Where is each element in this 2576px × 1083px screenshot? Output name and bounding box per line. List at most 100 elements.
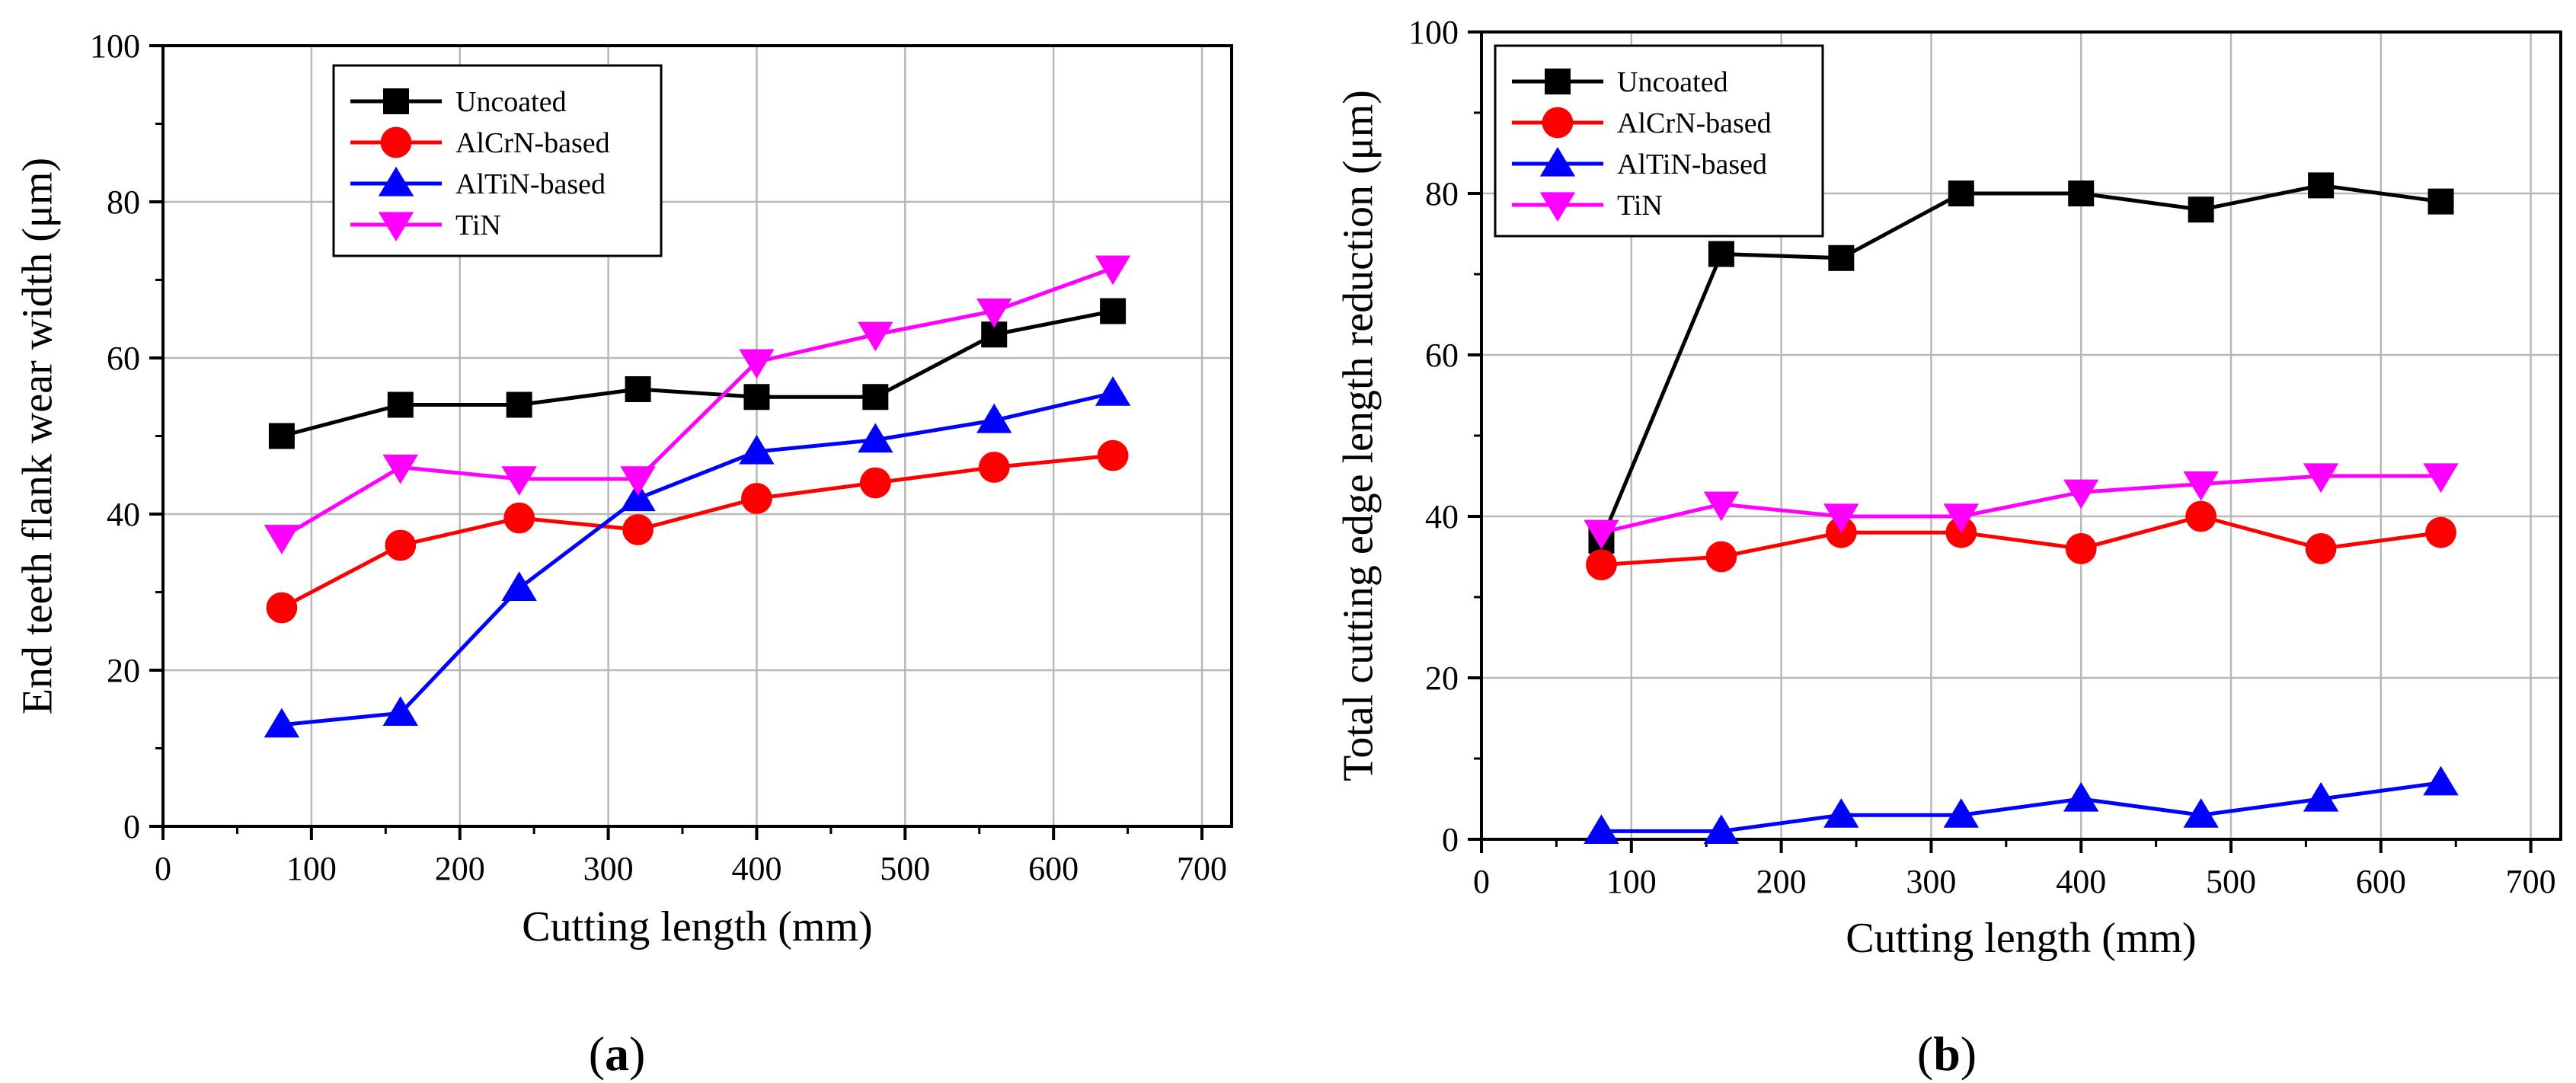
- y-tick-label: 20: [107, 652, 140, 689]
- data-point-uncoated: [2427, 188, 2454, 215]
- data-point-altin-based: [620, 481, 656, 512]
- legend-label-alcrn-based: AlCrN-based: [1617, 107, 1772, 139]
- legend-marker-alcrn-based: [1542, 107, 1574, 139]
- legend-label-alcrn-based: AlCrN-based: [455, 127, 610, 159]
- data-point-alcrn-based: [1705, 541, 1737, 573]
- y-tick-label: 60: [1425, 337, 1459, 374]
- x-tick-label: 200: [1756, 863, 1807, 900]
- x-tick-label: 200: [435, 850, 485, 887]
- x-tick-label: 600: [1028, 850, 1079, 887]
- legend: Uncoated AlCrN-based AlTiN-based TiN: [1494, 44, 1824, 238]
- data-point-alcrn-based: [741, 483, 772, 514]
- y-tick-label: 80: [107, 184, 140, 221]
- data-point-alcrn-based: [385, 529, 417, 561]
- data-point-tin: [1584, 519, 1619, 550]
- x-tick-label: 700: [1177, 850, 1227, 887]
- data-point-tin: [2303, 463, 2339, 494]
- data-point-uncoated: [1100, 298, 1127, 324]
- data-point-uncoated: [2308, 172, 2335, 199]
- data-point-altin-based: [858, 423, 893, 453]
- data-point-tin: [2063, 479, 2099, 510]
- x-tick-label: 400: [731, 850, 781, 887]
- data-point-uncoated: [862, 384, 889, 411]
- legend-marker-tin: [378, 212, 414, 242]
- legend-marker-alcrn-based: [380, 126, 412, 158]
- data-point-altin-based: [382, 696, 418, 726]
- series-line-tin: [280, 266, 1114, 539]
- data-point-uncoated: [1708, 241, 1734, 267]
- legend: Uncoated AlCrN-based AlTiN-based TiN: [332, 64, 663, 257]
- data-point-alcrn-based: [1097, 439, 1129, 471]
- data-point-tin: [858, 321, 893, 352]
- y-tick-label: 40: [1425, 498, 1459, 535]
- y-tick-label: 20: [1425, 660, 1459, 697]
- data-point-alcrn-based: [2065, 533, 2097, 564]
- data-point-tin: [1943, 503, 1979, 534]
- legend-marker-uncoated: [383, 88, 409, 114]
- data-point-uncoated: [2188, 196, 2214, 223]
- data-point-tin: [1823, 503, 1859, 534]
- series-line-alcrn-based: [280, 453, 1114, 610]
- series-line-tin: [1600, 474, 2441, 535]
- chart-b: 0 100 200 300 400 500 600 700 0 20 40 60 80 100 Cuttin…: [1335, 14, 2562, 1081]
- legend-label-altin-based: AlTiN-based: [455, 168, 606, 200]
- data-point-tin: [501, 466, 537, 496]
- legend-label-tin: TiN: [455, 209, 501, 241]
- series-line-altin-based: [1601, 781, 2441, 833]
- legend-marker-altin-based: [1539, 146, 1576, 177]
- data-point-alcrn-based: [266, 592, 298, 624]
- y-tick-label: 40: [107, 496, 140, 533]
- data-point-uncoated: [1948, 180, 1974, 206]
- series-line-uncoated: [1600, 183, 2441, 542]
- y-tick-label: 100: [1408, 14, 1459, 51]
- data-point-altin-based: [1823, 798, 1859, 828]
- x-tick-label: 300: [583, 850, 634, 887]
- x-tick-label: 700: [2506, 863, 2556, 900]
- data-point-tin: [976, 298, 1012, 328]
- x-tick-label: 500: [2206, 863, 2256, 900]
- y-axis-title: Total cutting edge length reduction (μm): [1335, 90, 1382, 781]
- panel-caption: (a): [589, 1027, 646, 1081]
- data-point-altin-based: [1943, 798, 1979, 828]
- legend-label-uncoated: Uncoated: [455, 86, 567, 118]
- series-line-alcrn-based: [1601, 514, 2441, 567]
- y-tick-label: 100: [90, 27, 140, 65]
- x-tick-label: 0: [1473, 863, 1490, 900]
- x-axis-title: Cutting length (mm): [1846, 915, 2196, 962]
- data-point-uncoated: [1828, 244, 1855, 271]
- y-tick-label: 0: [1442, 821, 1459, 858]
- x-tick-label: 500: [880, 850, 930, 887]
- data-point-alcrn-based: [622, 514, 654, 545]
- data-point-altin-based: [2183, 798, 2219, 828]
- data-point-alcrn-based: [1586, 549, 1617, 580]
- data-point-altin-based: [2423, 765, 2459, 796]
- x-tick-label: 0: [155, 850, 171, 887]
- data-point-altin-based: [2303, 781, 2339, 812]
- legend-label-uncoated: Uncoated: [1617, 66, 1728, 98]
- data-point-altin-based: [1584, 814, 1619, 844]
- y-tick-label: 60: [107, 340, 140, 377]
- y-tick-label: 0: [123, 808, 140, 845]
- legend-marker-uncoated: [1545, 69, 1571, 94]
- x-tick-label: 100: [286, 850, 337, 887]
- data-point-uncoated: [2068, 180, 2095, 206]
- x-tick-label: 300: [1906, 863, 1956, 900]
- x-tick-label: 600: [2356, 863, 2406, 900]
- x-axis-title: Cutting length (mm): [522, 903, 872, 950]
- legend-label-altin-based: AlTiN-based: [1617, 149, 1767, 180]
- y-axis-title: End teeth flank wear width (μm): [14, 158, 62, 714]
- data-point-uncoated: [268, 423, 295, 449]
- data-point-tin: [1095, 255, 1131, 286]
- x-tick-label: 400: [2056, 863, 2106, 900]
- legend-marker-tin: [1539, 192, 1576, 222]
- chart-a: 0 100 200 300 400 500 600 700 0 20 40 60 80 100 Cuttin…: [14, 27, 1233, 1081]
- data-point-tin: [2423, 463, 2459, 494]
- series-line-altin-based: [281, 391, 1114, 727]
- data-point-tin: [264, 525, 300, 554]
- data-point-alcrn-based: [2185, 500, 2217, 532]
- data-point-alcrn-based: [503, 502, 535, 534]
- data-point-alcrn-based: [859, 467, 891, 499]
- data-point-uncoated: [625, 376, 651, 402]
- data-point-tin: [739, 349, 775, 379]
